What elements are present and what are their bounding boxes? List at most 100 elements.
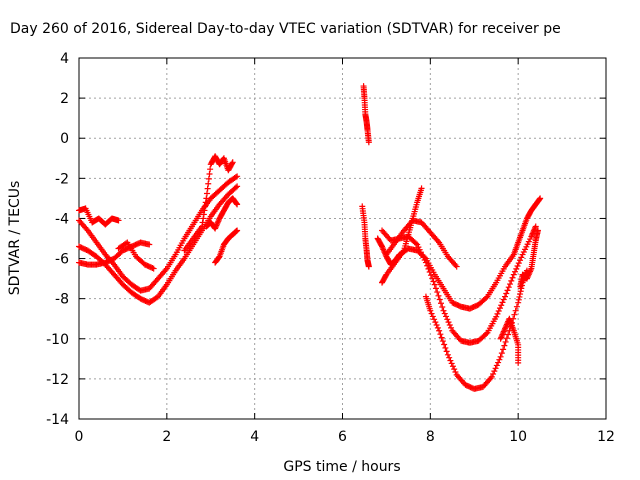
data-point xyxy=(444,351,451,358)
data-point xyxy=(445,319,452,326)
data-point xyxy=(200,215,207,222)
data-point xyxy=(483,330,490,337)
x-tick-label: 12 xyxy=(597,429,615,445)
series-arc-4 xyxy=(76,205,122,228)
data-point xyxy=(449,363,456,370)
data-point xyxy=(511,311,518,318)
x-tick-label: 0 xyxy=(75,429,84,445)
data-point xyxy=(515,260,522,267)
data-point xyxy=(515,296,522,303)
x-axis-tick-labels: 0 2 4 6 8 10 12 xyxy=(75,429,615,445)
series-arc-16 xyxy=(497,315,522,366)
series-arc-2 xyxy=(76,183,241,306)
data-point xyxy=(505,331,512,338)
data-point xyxy=(418,185,425,192)
data-point xyxy=(232,174,239,181)
data-point xyxy=(435,292,442,299)
y-tick-label: 2 xyxy=(60,91,69,107)
data-point xyxy=(365,139,372,146)
data-point xyxy=(495,307,502,314)
data-point xyxy=(205,175,212,182)
data-point xyxy=(204,185,211,192)
data-point xyxy=(234,183,241,190)
data-point xyxy=(509,274,516,281)
data-point xyxy=(207,166,214,173)
data-point xyxy=(437,300,444,307)
series-arc-12 xyxy=(379,223,539,346)
data-point xyxy=(429,275,436,282)
data-point xyxy=(502,338,509,345)
data-point xyxy=(426,269,433,276)
data-point xyxy=(440,307,447,314)
grid xyxy=(79,58,606,419)
y-tick-label: -10 xyxy=(46,332,69,348)
data-point xyxy=(510,271,517,278)
data-point xyxy=(232,184,239,191)
data-point xyxy=(517,257,524,264)
x-tick-label: 2 xyxy=(162,429,171,445)
x-tick-label: 10 xyxy=(509,429,527,445)
data-point xyxy=(424,262,431,269)
data-point xyxy=(365,263,372,270)
data-point xyxy=(229,159,236,166)
data-point xyxy=(488,373,495,380)
data-point xyxy=(429,313,436,320)
data-point xyxy=(503,335,510,342)
data-point xyxy=(441,310,448,317)
data-point xyxy=(202,203,209,210)
y-tick-label: -8 xyxy=(55,292,69,308)
data-point xyxy=(229,160,236,167)
data-point xyxy=(443,313,450,320)
series-arc-3 xyxy=(76,239,153,268)
data-point xyxy=(201,207,208,214)
series-arc-5 xyxy=(115,239,157,272)
data-point xyxy=(447,357,454,364)
data-point xyxy=(432,319,439,326)
data-point xyxy=(206,171,213,178)
data-point xyxy=(499,299,506,306)
data-point xyxy=(436,327,443,334)
data-point xyxy=(425,265,432,272)
data-point xyxy=(434,324,441,331)
data-point xyxy=(439,338,446,345)
chart-title: Day 260 of 2016, Sidereal Day-to-day VTE… xyxy=(10,21,561,37)
data-point xyxy=(150,265,157,272)
data-point xyxy=(436,296,443,303)
data-point xyxy=(422,259,429,266)
data-point xyxy=(501,342,508,349)
data-point xyxy=(518,254,525,261)
axis-ticks xyxy=(78,57,607,420)
series-arc-1 xyxy=(76,173,241,294)
data-point xyxy=(428,310,435,317)
series-arc-7 xyxy=(203,195,241,232)
data-point xyxy=(490,371,497,378)
data-point xyxy=(444,316,451,323)
series-arc-15 xyxy=(383,217,460,270)
data-point xyxy=(439,303,446,310)
data-point xyxy=(505,284,512,291)
data-point xyxy=(432,285,439,292)
data-point xyxy=(199,219,206,226)
data-point xyxy=(512,307,519,314)
data-point xyxy=(453,263,460,270)
x-tick-label: 4 xyxy=(250,429,259,445)
series-arc-6 xyxy=(181,153,236,254)
x-tick-label: 8 xyxy=(426,429,435,445)
data-point xyxy=(427,272,434,279)
data-point xyxy=(493,313,500,320)
data-point xyxy=(501,293,508,300)
data-point xyxy=(234,201,241,208)
data-point xyxy=(500,296,507,303)
data-point xyxy=(537,195,544,202)
data-point xyxy=(203,190,210,197)
y-axis-label: SDTVAR / TECUs xyxy=(7,181,23,296)
data-point xyxy=(234,173,241,180)
data-point xyxy=(500,346,507,353)
data-point xyxy=(512,268,519,275)
data-point xyxy=(496,356,503,363)
data-point xyxy=(492,365,499,372)
y-tick-label: -4 xyxy=(55,211,69,227)
data-point xyxy=(442,344,449,351)
data-point xyxy=(434,289,441,296)
